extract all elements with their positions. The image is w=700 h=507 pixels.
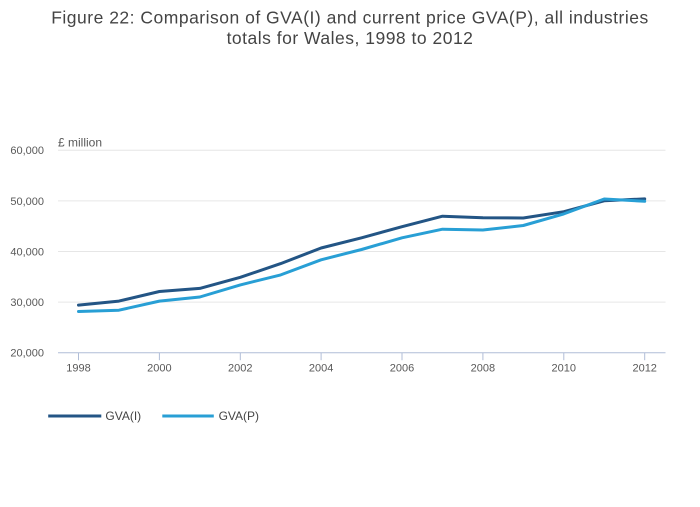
svg-text:30,000: 30,000: [10, 297, 44, 309]
svg-text:totals for Wales, 1998 to 2012: totals for Wales, 1998 to 2012: [227, 28, 474, 48]
svg-text:2006: 2006: [390, 363, 414, 375]
svg-text:£ million: £ million: [58, 136, 102, 150]
svg-text:2000: 2000: [147, 363, 171, 375]
svg-text:1998: 1998: [66, 363, 90, 375]
svg-text:60,000: 60,000: [10, 145, 44, 157]
svg-text:2012: 2012: [632, 363, 656, 375]
svg-text:2010: 2010: [552, 363, 576, 375]
svg-text:2004: 2004: [309, 363, 333, 375]
svg-text:20,000: 20,000: [10, 348, 44, 360]
svg-text:2002: 2002: [228, 363, 252, 375]
svg-text:40,000: 40,000: [10, 246, 44, 258]
svg-text:50,000: 50,000: [10, 196, 44, 208]
svg-text:GVA(P): GVA(P): [219, 409, 259, 423]
svg-text:GVA(I): GVA(I): [105, 409, 141, 423]
svg-text:Figure 22: Comparison of GVA(I: Figure 22: Comparison of GVA(I) and curr…: [51, 8, 649, 28]
svg-text:2008: 2008: [471, 363, 495, 375]
